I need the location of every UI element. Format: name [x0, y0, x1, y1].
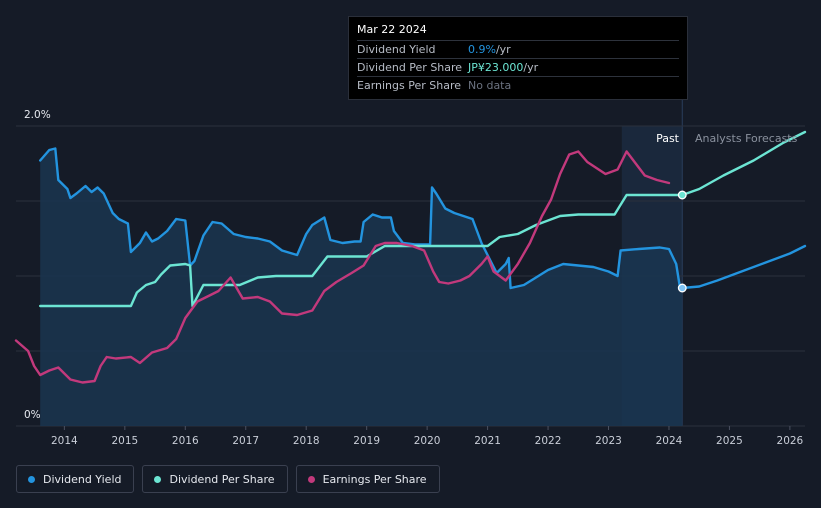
tooltip-unit: /yr — [495, 43, 511, 56]
yield-area — [40, 148, 683, 426]
x-tick-label: 2014 — [51, 435, 78, 447]
x-tick-label: 2017 — [232, 435, 259, 447]
x-tick-label: 2026 — [777, 435, 804, 447]
x-tick-label: 2024 — [656, 435, 683, 447]
hover-tooltip: Mar 22 2024 Dividend Yield 0.9% /yr Divi… — [348, 16, 688, 100]
x-tick-label: 2015 — [111, 435, 138, 447]
yield-area-fill — [40, 148, 683, 426]
legend-label: Dividend Per Share — [169, 472, 275, 486]
past-label: Past — [656, 132, 680, 145]
tooltip-value: JP¥23.000 — [468, 61, 524, 74]
chart-legend: Dividend Yield Dividend Per Share Earnin… — [16, 465, 440, 493]
legend-label: Earnings Per Share — [322, 472, 427, 486]
axes: 2014 2015 2016 2017 2018 2019 2020 2021 2022 2023… — [51, 426, 804, 447]
x-tick-label: 2023 — [595, 435, 622, 447]
tooltip-row-yield: Dividend Yield 0.9% /yr — [357, 40, 679, 58]
tooltip-row-eps: Earnings Per Share No data — [357, 76, 679, 94]
legend-dot — [28, 475, 35, 483]
tooltip-label: Dividend Per Share — [357, 61, 463, 74]
legend-dot — [154, 475, 162, 483]
forecast-label: Analysts Forecasts — [695, 132, 798, 145]
tooltip-value: No data — [468, 79, 512, 92]
marker-dividend-yield — [677, 283, 687, 293]
y-tick-label-min: 0% — [24, 409, 41, 421]
x-tick-label: 2019 — [353, 435, 380, 447]
legend-item-dividend-yield[interactable]: Dividend Yield — [16, 465, 135, 493]
marker-dividend-per-share — [677, 190, 687, 200]
x-tick-label: 2022 — [535, 435, 562, 447]
series-lines — [14, 130, 807, 384]
x-tick-label: 2016 — [172, 435, 199, 447]
tooltip-label: Dividend Yield — [357, 43, 436, 56]
tooltip-date: Mar 22 2024 — [357, 23, 427, 36]
legend-item-earnings-per-share[interactable]: Earnings Per Share — [295, 465, 440, 493]
legend-label: Dividend Yield — [43, 472, 122, 486]
tooltip-row-dps: Dividend Per Share JP¥23.000 /yr — [357, 58, 679, 76]
legend-dot — [307, 475, 315, 483]
tooltip-label: Earnings Per Share — [357, 79, 462, 92]
series-line-earnings-per-share — [14, 150, 671, 384]
tooltip-unit: /yr — [523, 61, 539, 74]
legend-item-dividend-per-share[interactable]: Dividend Per Share — [142, 465, 288, 493]
x-tick-label: 2025 — [716, 435, 743, 447]
y-tick-label-max: 2.0% — [24, 109, 51, 121]
series-line-dividend-per-share — [39, 130, 807, 308]
x-tick-label: 2021 — [474, 435, 501, 447]
series-line-dividend-yield — [39, 147, 807, 290]
x-tick-label: 2018 — [293, 435, 320, 447]
x-tick-label: 2020 — [414, 435, 441, 447]
tooltip-value: 0.9% — [468, 43, 496, 56]
series-markers — [677, 190, 687, 293]
